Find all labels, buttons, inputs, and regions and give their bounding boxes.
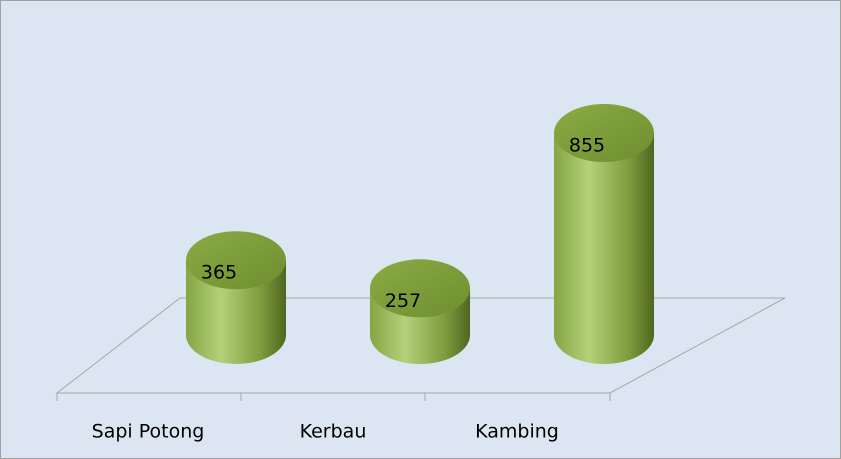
data-label: 855 — [569, 135, 605, 157]
data-label: 257 — [385, 290, 421, 312]
cylinder — [554, 104, 654, 364]
floor — [55, 297, 786, 394]
cylinder-top — [370, 259, 470, 318]
cylinder-body — [554, 133, 654, 364]
cylinder-top — [186, 231, 286, 290]
cylinder — [186, 231, 286, 364]
x-tick-label: Sapi Potong — [92, 421, 205, 443]
x-tick-label: Kerbau — [300, 421, 367, 443]
cylinder-top — [554, 104, 654, 162]
cylinder-body — [186, 260, 286, 364]
cylinder — [370, 259, 470, 364]
x-tick-label: Kambing — [475, 421, 559, 443]
data-label: 365 — [201, 262, 237, 284]
